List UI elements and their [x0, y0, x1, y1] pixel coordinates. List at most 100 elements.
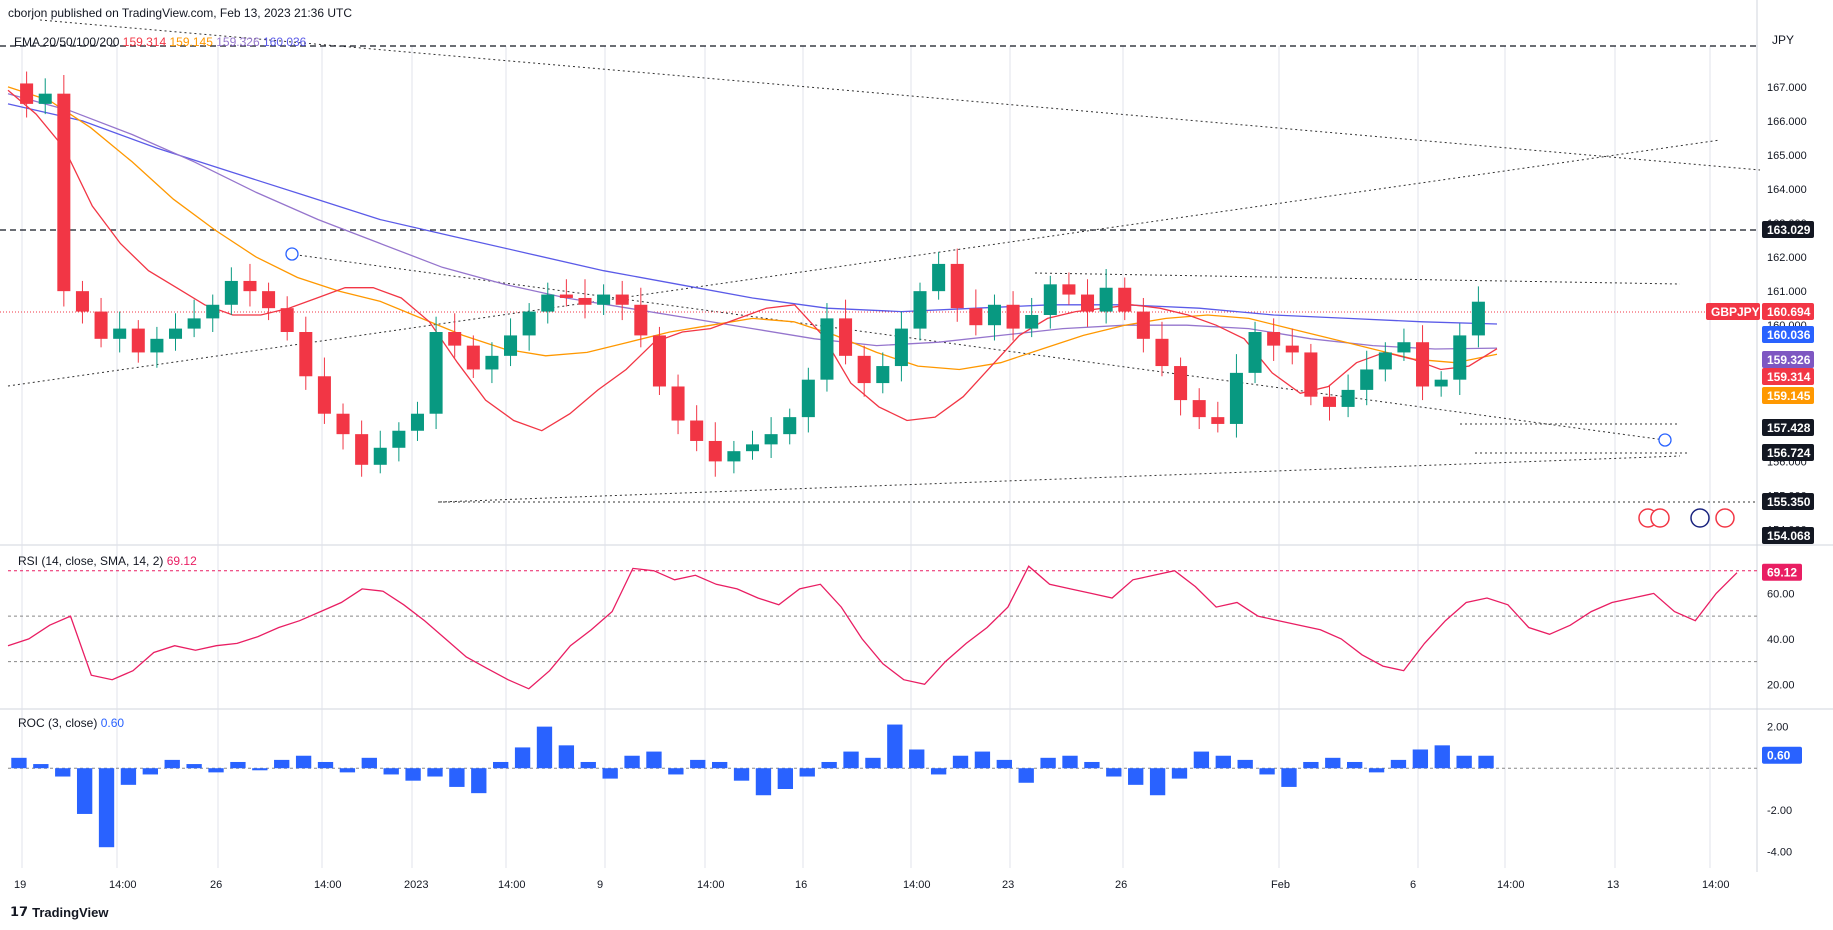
- candle-body: [1322, 396, 1337, 407]
- x-tick-label: 19: [14, 879, 26, 891]
- roc-bar: [1215, 755, 1231, 769]
- candle-body: [876, 366, 890, 384]
- brand-name: TradingView: [32, 904, 109, 920]
- price-tick-label: 162.000: [1767, 252, 1807, 264]
- candle-body: [113, 328, 127, 339]
- candle-body: [187, 318, 201, 329]
- ema100-line: [7, 93, 1498, 350]
- roc-bar: [536, 726, 553, 769]
- roc-bar: [142, 768, 158, 775]
- price-tick-label: 164.000: [1767, 184, 1807, 196]
- x-tick-label: 6: [1410, 879, 1416, 891]
- roc-bar: [1281, 768, 1297, 787]
- rsi-label: RSI (14, close, SMA, 14, 2): [18, 554, 164, 568]
- price-tag-label: 157.428: [1767, 421, 1811, 435]
- trend-line: [7, 139, 1721, 387]
- x-tick-label: 13: [1607, 879, 1619, 891]
- candle-body: [745, 444, 760, 452]
- candle-body: [1025, 314, 1039, 329]
- candle-body: [373, 447, 387, 465]
- price-tag-label: 154.068: [1767, 529, 1811, 543]
- roc-bar: [1347, 761, 1363, 769]
- candle-body: [1136, 311, 1150, 339]
- roc-bar: [493, 761, 509, 769]
- candle-body: [168, 328, 183, 339]
- event-flag-icon: [1690, 508, 1710, 528]
- roc-bar: [1040, 757, 1056, 769]
- event-flag-icon: [1715, 508, 1735, 528]
- candle-body: [541, 294, 555, 312]
- roc-bar: [55, 768, 71, 777]
- candle-body: [708, 440, 722, 462]
- candle-body: [38, 93, 52, 104]
- tradingview-brand[interactable]: 𝟭𝟳 TradingView: [10, 904, 108, 920]
- candle-body: [1174, 366, 1188, 401]
- price-tag-label: 163.029: [1767, 223, 1811, 237]
- roc-bar: [733, 768, 750, 781]
- ema-legend: EMA 20/50/100/200 159.314 159.145 159.32…: [14, 35, 306, 49]
- roc-bar: [930, 768, 947, 775]
- roc-label: ROC (3, close): [18, 716, 98, 730]
- tradingview-logo-icon: 𝟭𝟳: [10, 904, 29, 919]
- roc-bar: [624, 755, 640, 769]
- roc-bar: [909, 749, 925, 769]
- roc-tick-label: -2.00: [1767, 805, 1792, 817]
- roc-bar: [11, 757, 27, 769]
- rsi-tick-label: 40.00: [1767, 634, 1795, 646]
- x-tick-label: 14:00: [109, 879, 137, 891]
- price-tag-label: 159.326: [1767, 353, 1811, 367]
- candle-body: [727, 451, 741, 462]
- publisher-line: cborjon published on TradingView.com, Fe…: [8, 6, 352, 20]
- symbol-tag: [1706, 303, 1760, 320]
- roc-bar: [1456, 755, 1472, 769]
- symbol-tag-label: GBPJPY: [1711, 305, 1760, 319]
- candle-body: [950, 263, 964, 309]
- price-tick-label: 166.000: [1767, 116, 1807, 128]
- roc-bar: [558, 745, 575, 769]
- candle-body: [262, 291, 276, 309]
- candle-body: [1434, 379, 1448, 387]
- roc-bar: [186, 764, 202, 769]
- candle-body: [280, 308, 294, 333]
- x-tick-label: 14:00: [1497, 879, 1525, 891]
- rsi-value: 69.12: [166, 554, 197, 568]
- roc-bar: [208, 768, 224, 773]
- price-tag: [1762, 419, 1814, 436]
- candle-body: [597, 294, 611, 305]
- candle-body: [1006, 304, 1020, 329]
- roc-tick-label: 2.00: [1767, 722, 1788, 734]
- ema200-value: 160.036: [262, 35, 307, 49]
- candle-body: [1118, 287, 1132, 312]
- x-tick-label: 14:00: [1702, 879, 1730, 891]
- roc-bar: [821, 761, 837, 769]
- roc-bar: [1412, 749, 1429, 769]
- candle-body: [1341, 389, 1355, 407]
- candle-body: [894, 328, 908, 367]
- trend-line: [1034, 272, 1681, 285]
- candle-body: [485, 355, 499, 370]
- price-tag-label: 160.694: [1767, 305, 1811, 319]
- roc-bar: [1084, 761, 1100, 769]
- candle-body: [1304, 352, 1318, 397]
- roc-bar: [405, 768, 421, 781]
- roc-bar: [668, 768, 684, 775]
- candle-body: [1397, 342, 1411, 353]
- candle-body: [839, 318, 853, 356]
- candle-body: [783, 417, 797, 435]
- candle-body: [150, 338, 164, 353]
- rsi-value-tag-label: 69.12: [1767, 566, 1797, 580]
- price-tag: [1762, 368, 1814, 385]
- roc-bar: [449, 768, 465, 787]
- roc-bar: [1106, 768, 1122, 777]
- roc-bar: [339, 768, 356, 773]
- candle-body: [1099, 287, 1113, 312]
- price-tag-label: 160.036: [1767, 328, 1811, 342]
- price-tag: [1762, 326, 1814, 343]
- roc-bar: [777, 768, 794, 789]
- candle-body: [1267, 332, 1281, 346]
- roc-bar: [974, 751, 991, 769]
- candle-body: [652, 335, 666, 387]
- roc-bar: [1259, 768, 1275, 775]
- roc-bar: [33, 764, 49, 769]
